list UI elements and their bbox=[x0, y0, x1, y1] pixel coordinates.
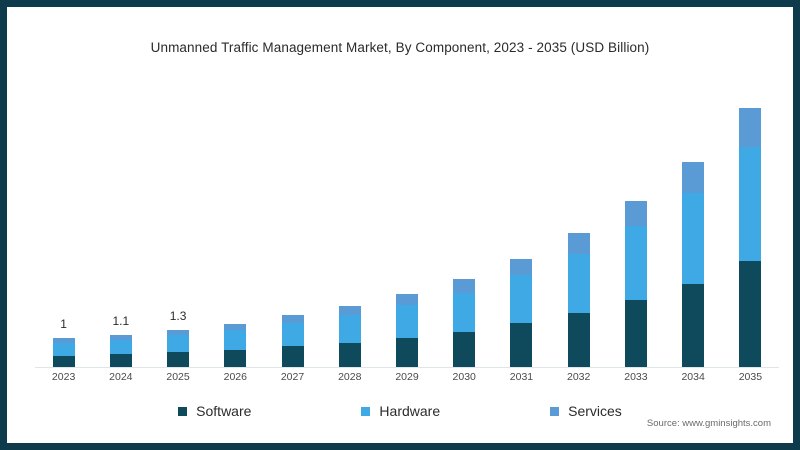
bar-series-container: 1 1.1 1.3 bbox=[35, 87, 779, 368]
bar-value-label-2025: 1.3 bbox=[169, 308, 187, 323]
bar-segment-services-2030[interactable] bbox=[453, 279, 476, 293]
bar-segment-services-2032[interactable] bbox=[567, 233, 590, 254]
bar-segment-services-2035[interactable] bbox=[739, 107, 762, 148]
x-tick-2026: 2026 bbox=[223, 371, 247, 383]
bar-2030[interactable] bbox=[453, 279, 476, 368]
bar-segment-services-2024[interactable] bbox=[109, 335, 132, 341]
bar-segment-software-2032[interactable] bbox=[567, 312, 590, 368]
bar-segment-hardware-2032[interactable] bbox=[567, 253, 590, 313]
bar-segment-software-2025[interactable] bbox=[167, 352, 190, 368]
bar-segment-services-2027[interactable] bbox=[281, 314, 304, 324]
bar-segment-services-2023[interactable] bbox=[52, 338, 75, 344]
bar-2032[interactable] bbox=[567, 233, 590, 368]
bar-segment-services-2028[interactable] bbox=[338, 305, 361, 316]
legend-label: Services bbox=[568, 403, 622, 419]
x-tick-2024: 2024 bbox=[109, 371, 133, 383]
page-title: Unmanned Traffic Management Market, By C… bbox=[150, 40, 650, 55]
bar-segment-software-2027[interactable] bbox=[281, 346, 304, 368]
bar-2024[interactable]: 1.1 bbox=[109, 314, 132, 368]
bar-segment-software-2026[interactable] bbox=[224, 349, 247, 368]
bar-segment-hardware-2031[interactable] bbox=[510, 275, 533, 324]
bar-segment-hardware-2029[interactable] bbox=[396, 305, 418, 338]
bar-segment-services-2031[interactable] bbox=[510, 258, 533, 276]
plot-area: 1 1.1 1.3 bbox=[35, 87, 779, 368]
bar-segment-hardware-2028[interactable] bbox=[338, 315, 361, 343]
x-tick-2025: 2025 bbox=[166, 371, 190, 383]
bar-segment-hardware-2030[interactable] bbox=[453, 292, 476, 332]
legend-label: Software bbox=[196, 403, 252, 419]
chart-canvas: Unmanned Traffic Management Market, By C… bbox=[7, 7, 793, 443]
bar-2035[interactable] bbox=[739, 107, 762, 368]
x-axis-tick-labels: 2023 2024 2025 2026 2027 2028 2029 2030 2031 2032… bbox=[35, 371, 779, 389]
bar-segment-software-2033[interactable] bbox=[624, 299, 647, 368]
x-tick-2027: 2027 bbox=[280, 371, 305, 383]
x-tick-2035: 2035 bbox=[738, 371, 763, 383]
legend-swatch-icon-software bbox=[178, 406, 188, 416]
bar-segment-software-2023[interactable] bbox=[52, 355, 75, 368]
x-tick-2034: 2034 bbox=[681, 371, 705, 383]
source-attribution: Source: www.gminsights.com bbox=[646, 418, 771, 429]
bar-segment-hardware-2024[interactable] bbox=[109, 340, 132, 355]
x-tick-2029: 2029 bbox=[395, 371, 419, 383]
bar-segment-software-2035[interactable] bbox=[739, 260, 762, 368]
legend-swatch-icon-hardware bbox=[361, 406, 371, 416]
bar-2025[interactable]: 1.3 bbox=[167, 309, 190, 368]
legend-swatch-icon-services bbox=[550, 406, 560, 416]
bar-segment-software-2029[interactable] bbox=[396, 337, 418, 368]
bar-segment-software-2030[interactable] bbox=[453, 331, 476, 368]
chart-legend: Software Hardware Services bbox=[7, 403, 793, 419]
bar-segment-hardware-2035[interactable] bbox=[739, 147, 762, 261]
bar-2033[interactable] bbox=[624, 200, 647, 368]
x-axis-line bbox=[35, 367, 779, 368]
bar-segment-software-2028[interactable] bbox=[338, 342, 361, 368]
bar-segment-hardware-2025[interactable] bbox=[167, 335, 190, 353]
bar-segment-services-2033[interactable] bbox=[624, 200, 647, 227]
x-tick-2031: 2031 bbox=[509, 371, 534, 383]
bar-segment-services-2026[interactable] bbox=[224, 323, 247, 331]
bar-segment-software-2034[interactable] bbox=[682, 283, 705, 368]
bar-2028[interactable] bbox=[338, 305, 361, 368]
bar-segment-hardware-2023[interactable] bbox=[52, 343, 75, 356]
legend-item-services[interactable]: Services bbox=[550, 403, 622, 419]
bar-segment-services-2025[interactable] bbox=[167, 329, 190, 336]
bar-segment-software-2031[interactable] bbox=[510, 323, 533, 368]
bar-2034[interactable] bbox=[682, 162, 705, 368]
bar-value-label-2023: 1 bbox=[60, 317, 67, 332]
bar-segment-hardware-2033[interactable] bbox=[624, 226, 647, 300]
bar-2026[interactable] bbox=[224, 323, 247, 368]
legend-item-software[interactable]: Software bbox=[178, 403, 251, 419]
bar-segment-hardware-2027[interactable] bbox=[281, 323, 304, 347]
x-tick-2033: 2033 bbox=[624, 371, 648, 383]
bar-2029[interactable] bbox=[396, 294, 418, 368]
bar-segment-hardware-2034[interactable] bbox=[682, 193, 705, 284]
bar-2031[interactable] bbox=[510, 258, 533, 368]
bar-segment-hardware-2026[interactable] bbox=[224, 330, 247, 350]
bar-segment-software-2024[interactable] bbox=[109, 354, 132, 368]
x-tick-2030: 2030 bbox=[452, 371, 476, 383]
bar-value-label-2024: 1.1 bbox=[112, 314, 130, 329]
x-tick-2032: 2032 bbox=[567, 371, 591, 383]
x-tick-2028: 2028 bbox=[338, 371, 362, 383]
bar-2023[interactable]: 1 bbox=[52, 317, 75, 368]
bar-segment-services-2034[interactable] bbox=[682, 162, 705, 194]
x-tick-2023: 2023 bbox=[51, 371, 76, 383]
bar-2027[interactable] bbox=[281, 314, 304, 368]
legend-item-hardware[interactable]: Hardware bbox=[361, 403, 440, 419]
legend-label: Hardware bbox=[379, 403, 441, 419]
bar-segment-services-2029[interactable] bbox=[396, 294, 418, 306]
